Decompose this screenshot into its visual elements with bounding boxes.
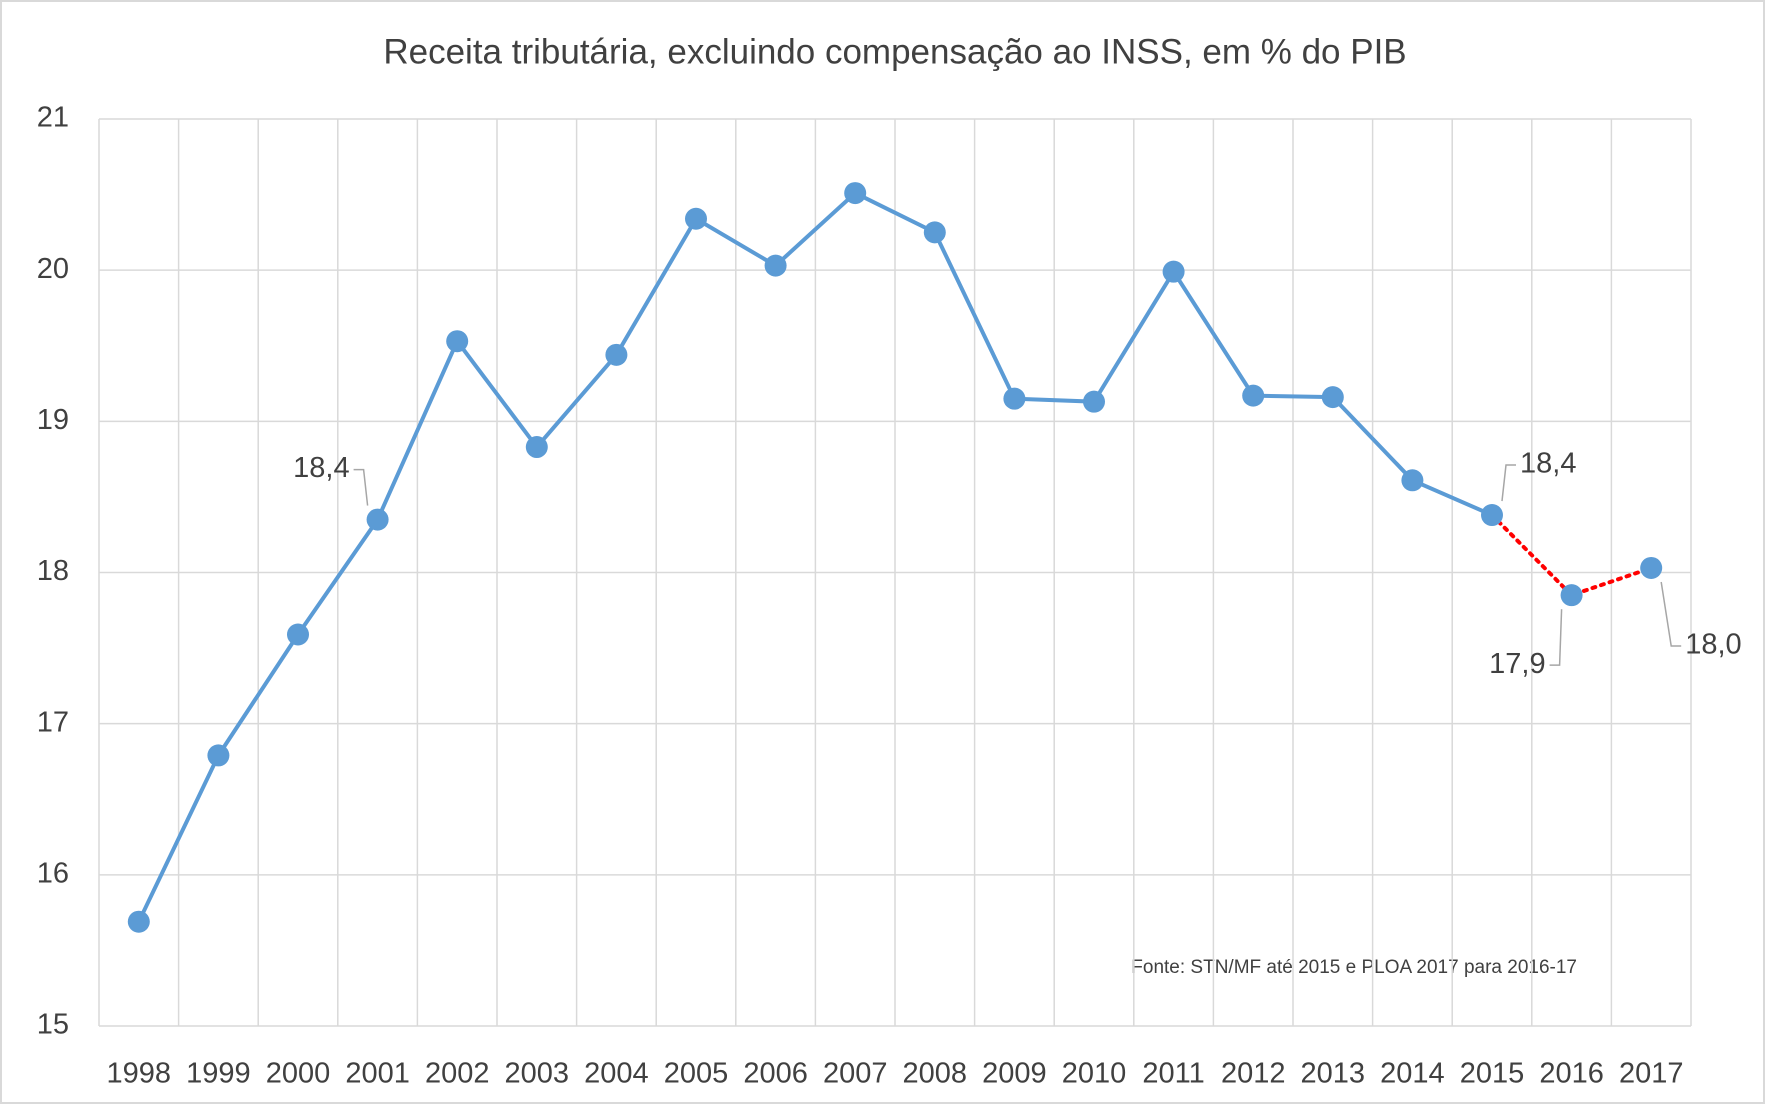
x-tick-label: 2017 <box>1619 1058 1684 1090</box>
y-tick-label: 16 <box>37 857 69 889</box>
x-tick-label: 2001 <box>345 1058 410 1090</box>
x-tick-label: 2007 <box>823 1058 888 1090</box>
x-tick-label: 2006 <box>743 1058 808 1090</box>
y-tick-label: 18 <box>37 555 69 587</box>
y-tick-label: 20 <box>37 253 69 285</box>
x-tick-label: 2008 <box>903 1058 968 1090</box>
leader-line <box>1660 581 1682 647</box>
x-tick-label: 1999 <box>186 1058 251 1090</box>
data-label: 18,4 <box>293 452 349 484</box>
x-tick-label: 2015 <box>1460 1058 1525 1090</box>
x-tick-label: 1998 <box>107 1058 172 1090</box>
data-label: 18,0 <box>1685 629 1741 661</box>
leader-line <box>353 468 369 506</box>
annotation: Fonte: STN/MF até 2015 e PLOA 2017 para … <box>1131 957 1577 978</box>
x-tick-label: 2004 <box>584 1058 649 1090</box>
marker <box>366 508 389 531</box>
x-tick-label: 2002 <box>425 1058 490 1090</box>
x-tick-label: 2011 <box>1142 1058 1204 1090</box>
marker <box>446 330 469 353</box>
y-tick-label: 21 <box>37 102 69 134</box>
x-tick-label: 2013 <box>1301 1058 1366 1090</box>
chart-title: Receita tributária, excluindo compensaçã… <box>383 32 1406 71</box>
leader-line <box>1501 464 1516 502</box>
marker <box>127 910 150 933</box>
marker <box>764 254 787 277</box>
marker <box>1560 584 1583 607</box>
marker <box>1401 469 1424 492</box>
marker <box>1321 386 1344 409</box>
data-label: 17,9 <box>1489 648 1545 680</box>
marker <box>1242 384 1265 407</box>
x-tick-label: 2005 <box>664 1058 729 1090</box>
marker <box>1003 387 1026 410</box>
x-tick-label: 2000 <box>266 1058 331 1090</box>
marker <box>287 623 309 646</box>
x-tick-label: 2016 <box>1539 1058 1604 1090</box>
y-tick-label: 17 <box>37 706 69 738</box>
x-tick-label: 2014 <box>1380 1058 1445 1090</box>
marker <box>525 436 548 459</box>
marker <box>1640 556 1663 579</box>
y-tick-label: 15 <box>37 1009 69 1041</box>
y-tick-label: 19 <box>37 404 69 436</box>
data-label: 18,4 <box>1520 448 1576 480</box>
series-line <box>136 190 1493 923</box>
x-tick-label: 2010 <box>1062 1058 1127 1090</box>
marker <box>1083 390 1105 413</box>
marker <box>605 343 628 366</box>
leader-line <box>1549 609 1563 666</box>
x-tick-label: 2009 <box>982 1058 1047 1090</box>
marker <box>844 182 867 205</box>
x-tick-label: 2003 <box>505 1058 570 1090</box>
marker <box>1481 504 1503 527</box>
marker <box>923 221 946 244</box>
x-tick-label: 2012 <box>1221 1058 1286 1090</box>
marker <box>1162 260 1185 283</box>
marker <box>685 207 707 230</box>
marker <box>207 744 230 767</box>
